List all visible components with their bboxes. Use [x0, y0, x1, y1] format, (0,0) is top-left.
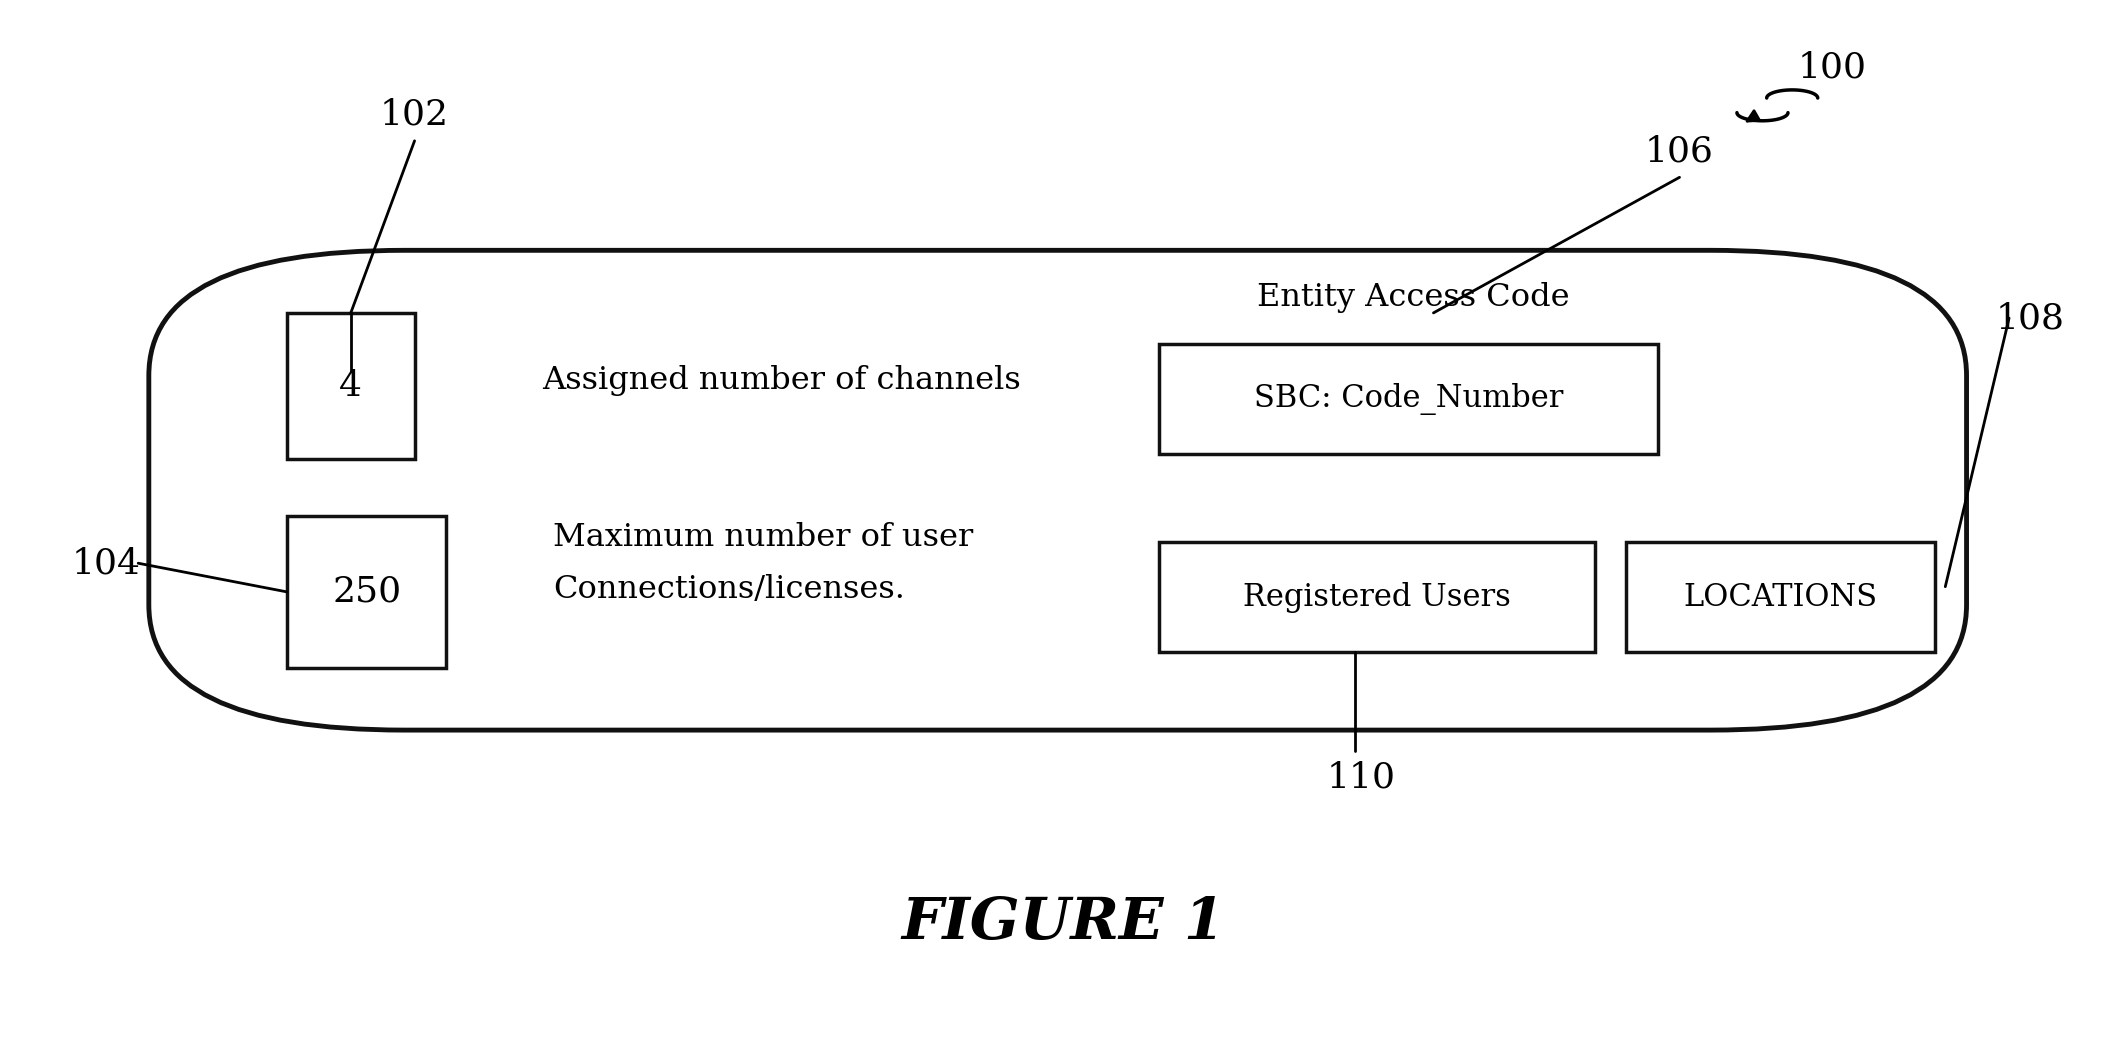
Text: 4: 4	[340, 369, 361, 403]
Text: Registered Users: Registered Users	[1244, 582, 1509, 612]
Text: LOCATIONS: LOCATIONS	[1684, 582, 1877, 612]
Text: 106: 106	[1646, 135, 1714, 168]
Text: 104: 104	[72, 547, 140, 580]
Text: FIGURE 1: FIGURE 1	[901, 895, 1225, 951]
Bar	[287, 313, 415, 459]
Text: 100: 100	[1799, 51, 1867, 84]
Text: Maximum number of user: Maximum number of user	[553, 522, 974, 553]
Text: Assigned number of channels: Assigned number of channels	[542, 365, 1020, 396]
Text: 108: 108	[1996, 301, 2064, 335]
Text: 102: 102	[381, 98, 449, 131]
Bar	[1626, 542, 1935, 652]
Bar	[1159, 344, 1658, 454]
Text: SBC: Code_Number: SBC: Code_Number	[1254, 383, 1563, 415]
Text: 110: 110	[1327, 760, 1395, 794]
Text: Entity Access Code: Entity Access Code	[1256, 282, 1571, 313]
FancyBboxPatch shape	[149, 250, 1967, 730]
Text: 250: 250	[332, 575, 402, 609]
Bar	[1159, 542, 1594, 652]
Bar	[287, 516, 446, 668]
Text: Connections/licenses.: Connections/licenses.	[553, 574, 906, 605]
